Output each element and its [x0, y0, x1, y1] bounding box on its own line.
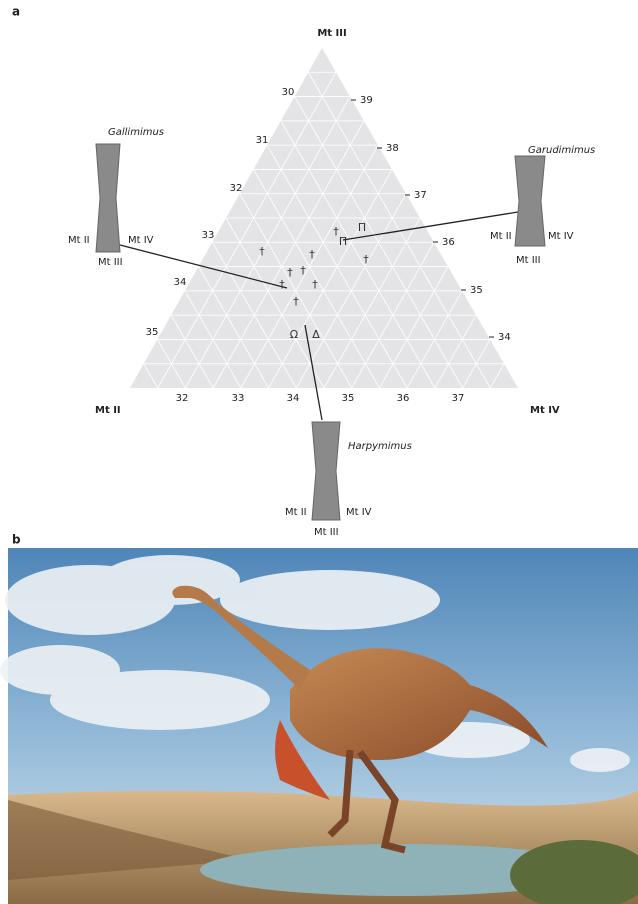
corner-label: Mt IV — [530, 405, 560, 416]
panel-label: b — [12, 533, 21, 547]
tick-label: 30 — [282, 87, 295, 98]
bone-label: Mt III — [516, 255, 541, 266]
specimen-symbol: † — [300, 264, 306, 277]
taxon-name: Garudimimus — [528, 145, 595, 156]
tick-label: 34 — [287, 393, 300, 404]
tick-label: 34 — [498, 332, 511, 343]
specimen-symbol: Δ — [312, 328, 320, 341]
figure: a Mt III Mt II Mt IV 30 31 32 33 34 35 39 38 37 36 35 3… — [0, 0, 638, 904]
bone-label: Mt II — [68, 235, 90, 246]
tick-label: 36 — [442, 237, 455, 248]
taxon-name: Harpymimus — [348, 441, 412, 452]
specimen-symbol: † — [279, 278, 285, 291]
tick-label: 35 — [470, 285, 483, 296]
tick-label: 39 — [360, 95, 373, 106]
bone-label: Mt IV — [346, 507, 372, 518]
tick-label: 37 — [414, 190, 427, 201]
metatarsal — [312, 422, 340, 520]
specimen-symbol: † — [293, 295, 299, 308]
panel-label: a — [12, 5, 20, 19]
bone-label: Mt II — [285, 507, 307, 518]
bone-label: Mt IV — [548, 231, 574, 242]
bone-label: Mt III — [98, 257, 123, 268]
specimen-symbol: † — [312, 278, 318, 291]
corner-label: Mt II — [95, 405, 121, 416]
tick-label: 35 — [146, 327, 159, 338]
tick-label: 33 — [232, 393, 245, 404]
tick-label: 31 — [256, 135, 269, 146]
tick-label: 32 — [230, 183, 243, 194]
tick-label: 35 — [342, 393, 355, 404]
illustration — [0, 548, 638, 904]
specimen-symbol: Π — [339, 235, 347, 248]
corner-label: Mt III — [317, 28, 346, 39]
specimen-symbol: Π — [358, 221, 366, 234]
tick-label: 37 — [452, 393, 465, 404]
metatarsal — [515, 156, 545, 246]
tick-label: 36 — [397, 393, 410, 404]
tick-label: 33 — [202, 230, 215, 241]
tick-label: 34 — [174, 277, 187, 288]
specimen-symbol: † — [259, 245, 265, 258]
specimen-symbol: † — [287, 266, 293, 279]
tick-label: 38 — [386, 143, 399, 154]
specimen-symbol: † — [309, 248, 315, 261]
specimen-symbol: † — [363, 253, 369, 266]
tick-label: 32 — [176, 393, 189, 404]
taxon-name: Gallimimus — [108, 127, 164, 138]
bone-label: Mt IV — [128, 235, 154, 246]
specimen-symbol: Ω — [290, 328, 298, 341]
bone-label: Mt II — [490, 231, 512, 242]
ternary-diagram: a Mt III Mt II Mt IV 30 31 32 33 34 35 39 38 37 36 35 3… — [12, 5, 595, 539]
bone-label: Mt III — [314, 527, 339, 538]
metatarsal — [96, 144, 120, 252]
